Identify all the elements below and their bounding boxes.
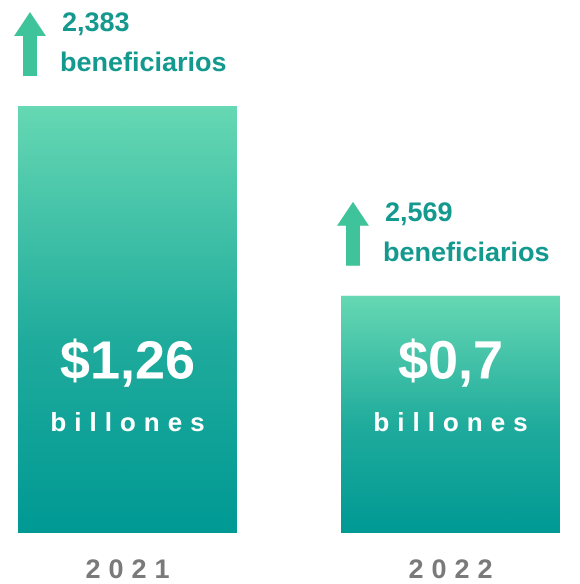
annotation-text: beneficiarios [383,237,550,267]
value-label: $0,7 [398,330,503,390]
value-unit: billones [50,407,212,437]
annotation-count: 2,383 [62,7,130,37]
value-unit: billones [373,407,535,437]
value-label: $1,26 [60,330,195,390]
annotation-text: beneficiarios [60,47,227,77]
up-arrow [14,12,46,76]
bar [341,295,560,533]
x-tick-label: 2021 [85,554,177,584]
x-tick-label: 2022 [408,554,500,584]
annotation-count: 2,569 [385,197,453,227]
up-arrow [337,201,369,266]
bar [18,106,237,533]
